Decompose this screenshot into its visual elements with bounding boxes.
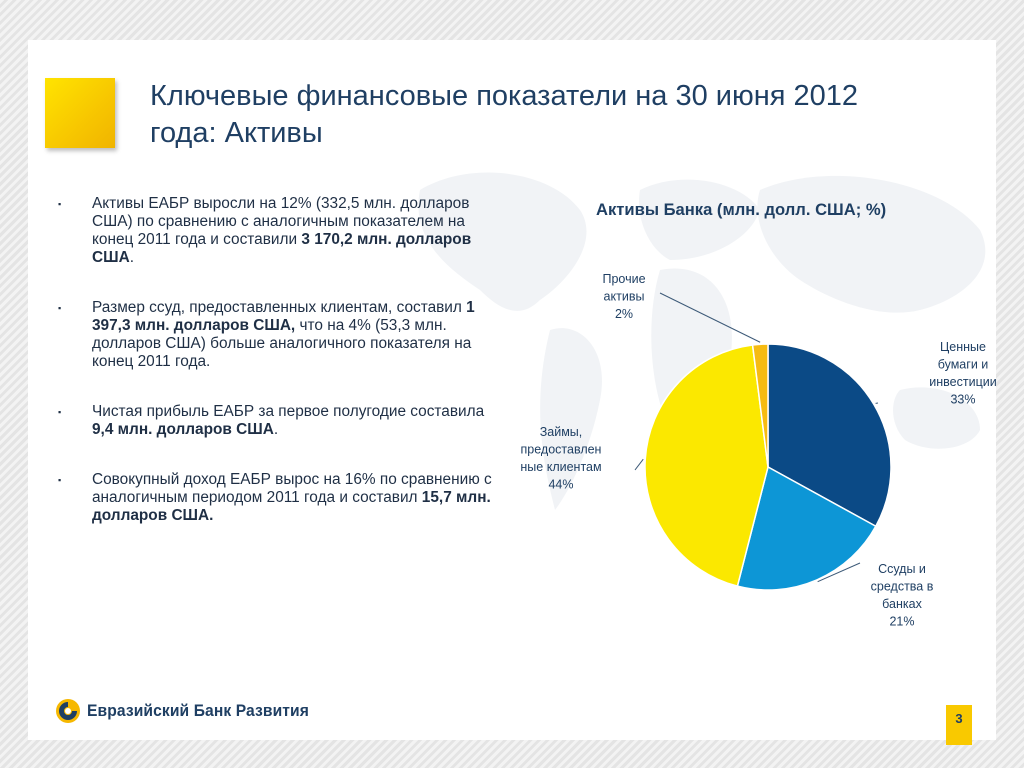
pie-slice xyxy=(751,343,769,468)
bullet-item: ▪ Размер ссуд, предоставленных клиентам, … xyxy=(58,299,503,371)
pie-chart: Ценные бумаги и инвестиции 33% Ссуды и средст… xyxy=(520,272,996,629)
pie-data-label: Ценные бумаги и инвестиции 33% xyxy=(929,340,996,407)
pie-slice xyxy=(767,343,892,528)
bullet-marker: ▪ xyxy=(58,303,62,313)
pie-data-label-line: предоставлен xyxy=(521,443,602,457)
page-number: 3 xyxy=(955,711,963,726)
bullet-bold-text: 3 170,2 млн. долларов США xyxy=(92,231,472,266)
pie-data-label-line: банках xyxy=(882,597,922,611)
page-title: Ключевые финансовые показатели на 30 июн… xyxy=(150,78,990,152)
pie-data-label: Ссуды и средства в банках 21% xyxy=(871,562,934,629)
bullet-bold-text: 1 397,3 млн. долларов США, xyxy=(92,299,475,334)
bullet-marker: ▪ xyxy=(58,475,62,485)
pie-data-label-line: Прочие xyxy=(602,272,645,286)
label-leader-line xyxy=(634,458,644,471)
pie-data-label-line: Ссуды и xyxy=(878,562,926,576)
chart-title: Активы Банка (млн. долл. США; %) xyxy=(596,200,887,219)
bullet-text: . xyxy=(129,249,134,266)
title-line-1: Ключевые финансовые показатели на 30 июн… xyxy=(150,80,859,112)
pie-data-label-line: ные клиентам xyxy=(520,460,601,474)
pie-slice xyxy=(736,465,877,591)
pie-slice xyxy=(644,344,769,588)
bullet-bold-text: 15,7 млн. долларов США. xyxy=(92,489,491,524)
label-leader-line xyxy=(659,292,761,343)
logo-swirl-icon xyxy=(56,699,80,723)
pie-data-label-line: 44% xyxy=(548,478,573,492)
title-line-2: года: Активы xyxy=(150,117,323,149)
pie-data-label: Прочие активы 2% xyxy=(602,272,645,321)
pie-data-label-line: активы xyxy=(604,290,645,304)
pie-data-label-line: инвестиции xyxy=(929,375,996,389)
title-accent-square xyxy=(45,78,115,148)
label-leader-line xyxy=(817,562,861,583)
bullet-marker: ▪ xyxy=(58,199,62,209)
bank-logo: Евразийский Банк Развития xyxy=(55,698,328,724)
pie-data-label-line: 21% xyxy=(889,615,914,629)
pie-data-label-line: средства в xyxy=(871,580,934,594)
bullet-item: ▪ Совокупный доход ЕАБР вырос на 16% по с… xyxy=(58,471,503,525)
bullet-item: ▪ Активы ЕАБР выросли на 12% (332,5 млн.… xyxy=(58,195,503,267)
bullet-text: Совокупный доход ЕАБР вырос на 16% по ср… xyxy=(92,471,492,506)
bullet-text: Активы ЕАБР выросли на 12% (332,5 млн. д… xyxy=(92,195,470,248)
pie-data-label-line: 33% xyxy=(950,393,975,407)
pie-data-label-line: Ценные xyxy=(940,340,986,354)
bullet-list: ▪ Активы ЕАБР выросли на 12% (332,5 млн.… xyxy=(58,195,503,557)
bullet-text: Размер ссуд, предоставленных клиентам, с… xyxy=(92,299,467,316)
bullet-bold-text: 9,4 млн. долларов США xyxy=(92,421,274,438)
bullet-text: . xyxy=(273,421,279,438)
pie-data-label-line: 2% xyxy=(615,307,633,321)
pie-data-label-line: бумаги и xyxy=(938,358,989,372)
bullet-item: ▪ Чистая прибыль ЕАБР за первое полугоди… xyxy=(58,403,503,439)
pie-data-label: Займы, предоставлен ные клиентам 44% xyxy=(520,425,601,492)
bullet-text: что на 4% (53,3 млн. долларов США) больш… xyxy=(92,317,472,370)
logo-text: Евразийский Банк Развития xyxy=(87,701,309,720)
bullet-marker: ▪ xyxy=(58,407,62,417)
bullet-text: Чистая прибыль ЕАБР за первое полугодие … xyxy=(92,403,485,420)
world-map-watermark xyxy=(418,172,986,510)
page-number-box: 3 xyxy=(946,705,972,745)
pie-data-label-line: Займы, xyxy=(540,425,583,439)
